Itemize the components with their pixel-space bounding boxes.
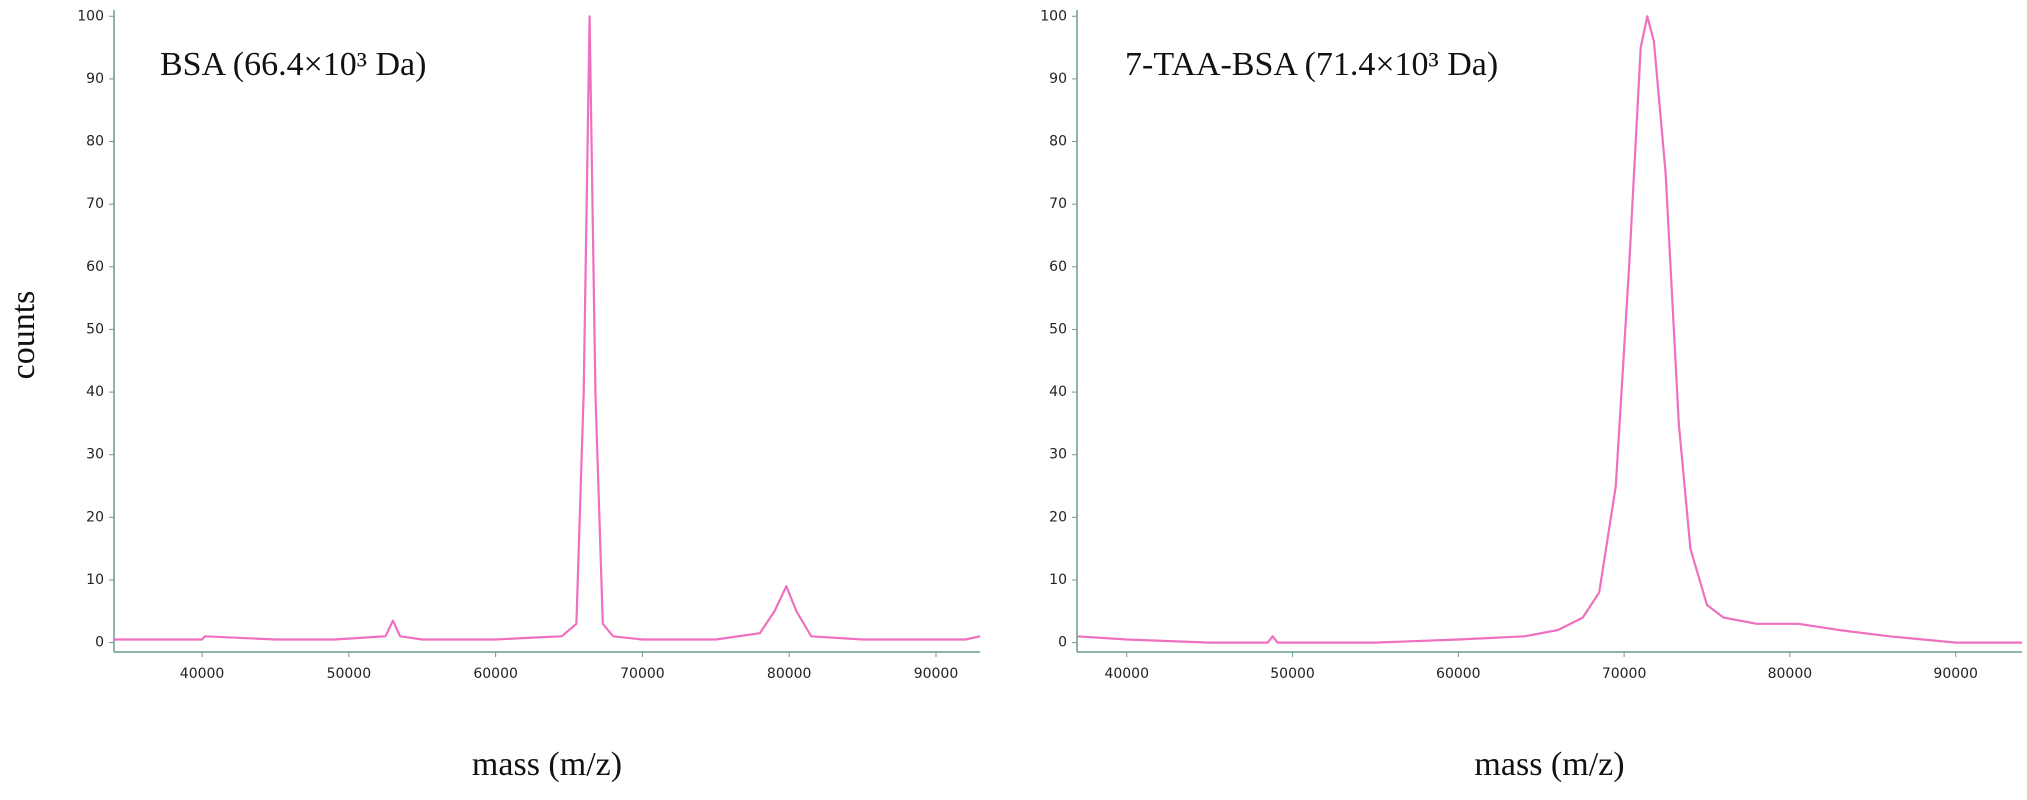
x-tick-label: 50000 xyxy=(1270,666,1315,682)
y-tick-label: 90 xyxy=(86,71,104,87)
y-tick-label: 90 xyxy=(1049,71,1067,87)
x-tick-label: 40000 xyxy=(1104,666,1149,682)
y-tick-label: 70 xyxy=(86,196,104,212)
y-tick-label: 100 xyxy=(77,8,104,24)
x-tick-label: 40000 xyxy=(180,666,225,682)
y-tick-label: 50 xyxy=(86,321,104,337)
chart-title: 7-TAA-BSA (71.4×10³ Da) xyxy=(1125,46,1498,83)
y-tick-label: 40 xyxy=(1049,384,1067,400)
y-tick-label: 20 xyxy=(86,509,104,525)
x-tick-label: 80000 xyxy=(1768,666,1813,682)
spectrum-line xyxy=(1076,15,2022,644)
x-tick-label: 70000 xyxy=(620,666,665,682)
y-tick-label: 60 xyxy=(86,259,104,275)
x-axis-label: mass (m/z) xyxy=(472,746,622,783)
y-tick-label: 30 xyxy=(86,447,104,463)
x-tick-label: 50000 xyxy=(327,666,372,682)
y-tick-label: 100 xyxy=(1040,8,1067,24)
y-tick-label: 0 xyxy=(1058,635,1067,651)
x-tick-label: 60000 xyxy=(1436,666,1481,682)
y-tick-label: 80 xyxy=(86,134,104,150)
y-tick-label: 70 xyxy=(1049,196,1067,212)
y-axis-label: counts xyxy=(5,291,42,380)
x-tick-label: 90000 xyxy=(1933,666,1978,682)
x-axis-label: mass (m/z) xyxy=(1474,746,1624,783)
y-tick-label: 60 xyxy=(1049,259,1067,275)
y-tick-label: 40 xyxy=(86,384,104,400)
x-tick-label: 80000 xyxy=(767,666,812,682)
x-tick-label: 60000 xyxy=(473,666,518,682)
y-tick-label: 0 xyxy=(95,635,104,651)
x-tick-label: 70000 xyxy=(1602,666,1647,682)
y-tick-label: 30 xyxy=(1049,447,1067,463)
y-tick-label: 50 xyxy=(1049,321,1067,337)
spectrum-line xyxy=(114,15,981,641)
x-tick-label: 90000 xyxy=(914,666,959,682)
y-tick-label: 10 xyxy=(1049,572,1067,588)
chart-title: BSA (66.4×10³ Da) xyxy=(160,46,426,83)
y-tick-label: 10 xyxy=(86,572,104,588)
y-tick-label: 80 xyxy=(1049,134,1067,150)
y-tick-label: 20 xyxy=(1049,509,1067,525)
